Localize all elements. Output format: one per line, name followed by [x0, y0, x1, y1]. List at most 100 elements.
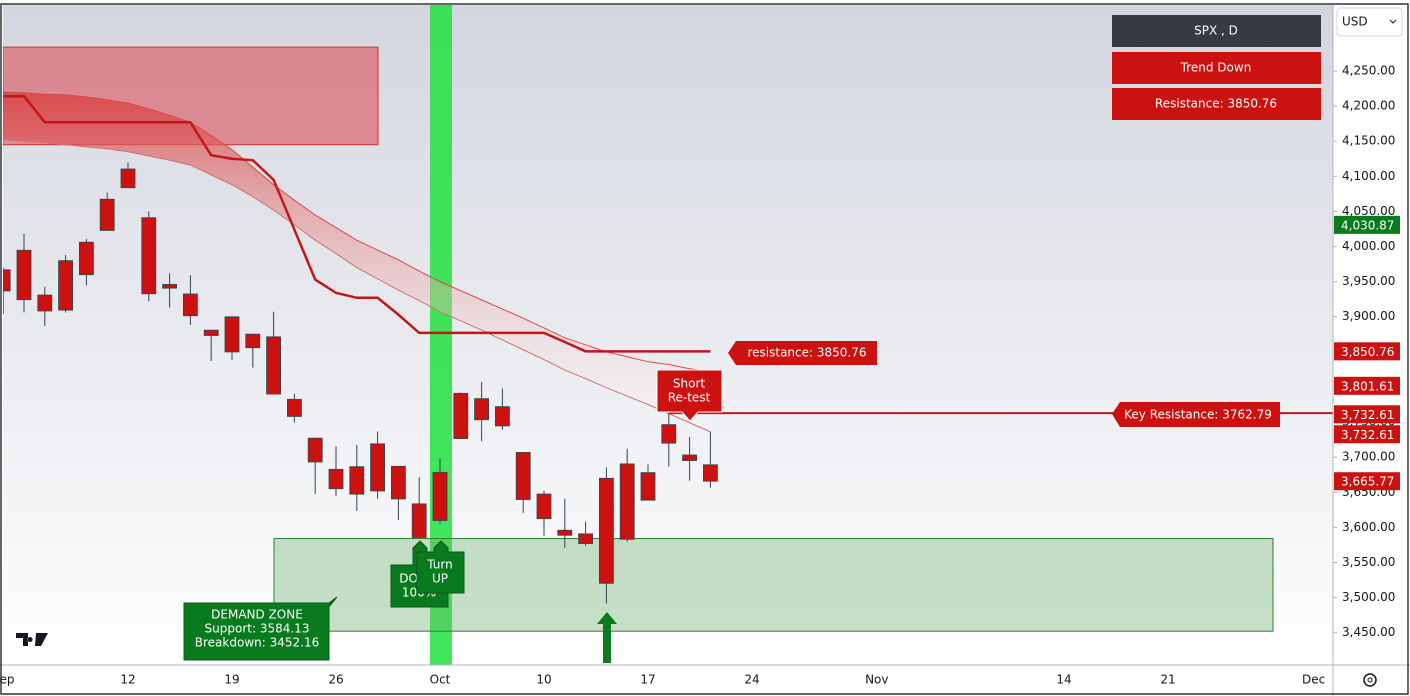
candle-body	[307, 437, 323, 463]
candle-body	[682, 454, 697, 461]
candle-body	[432, 471, 448, 521]
annotation-text: Turn	[426, 558, 452, 572]
price-tag-label: 3,732.61	[1341, 428, 1394, 442]
price-tag-label: 4,030.87	[1341, 218, 1394, 232]
x-tick-label: 24	[744, 673, 759, 687]
y-tick-label: 4,250.00	[1342, 64, 1395, 78]
currency: USD	[1342, 15, 1368, 29]
annotation-text: Breakdown: 3452.16	[195, 636, 319, 650]
candle-body	[619, 463, 635, 540]
candle-body	[141, 217, 157, 295]
candle-body	[266, 336, 282, 395]
y-tick-label: 4,200.00	[1342, 99, 1395, 113]
candle-body	[245, 333, 261, 349]
upper-band	[3, 91, 711, 373]
candle-body	[224, 316, 240, 353]
candle-body	[16, 249, 32, 301]
frame	[0, 3, 1409, 695]
candle-body	[494, 406, 510, 427]
annotation-text: DEMAND ZONE	[211, 608, 303, 622]
x-tick-label: 19	[224, 673, 239, 687]
candle-body	[453, 392, 469, 439]
tradingview-logo	[16, 633, 48, 646]
chevron	[1389, 19, 1397, 24]
candle-body	[474, 398, 490, 421]
candle-body	[182, 293, 198, 317]
candle-body	[328, 468, 344, 490]
key-resistance-box	[1112, 402, 1280, 427]
candle-body	[58, 260, 73, 311]
annotation-text: Support: 3584.13	[205, 622, 310, 636]
candle-body	[390, 465, 406, 500]
candle-body	[120, 168, 136, 189]
y-tick-label: 3,900.00	[1342, 309, 1395, 323]
label-box	[183, 596, 338, 661]
price-tag-label: 3,801.61	[1341, 379, 1394, 393]
x-tick-label: Dec	[1302, 673, 1325, 687]
gear-core	[1367, 677, 1373, 683]
annotation-text: UP	[432, 572, 448, 586]
x-tick-label: Nov	[865, 673, 888, 687]
y-tick-label: 3,700.00	[1342, 450, 1395, 464]
candle-body	[162, 284, 178, 289]
price-tag	[1334, 376, 1400, 395]
logo-shape	[16, 633, 48, 646]
candle-body	[599, 477, 614, 584]
price-tag-label: 3,665.77	[1341, 475, 1394, 489]
price-tag	[1334, 342, 1400, 361]
y-tick-label: 3,450.00	[1342, 625, 1395, 639]
resistance-text: Resistance: 3850.76	[1155, 97, 1277, 111]
annotation-text: Re-test	[668, 391, 711, 405]
candle-body	[557, 529, 573, 536]
y-tick-label: 3,600.00	[1342, 520, 1395, 534]
candle-body	[79, 241, 94, 276]
candle-body	[370, 443, 386, 492]
lower-band	[3, 139, 711, 433]
resistance-label-box	[728, 341, 877, 365]
candle-body	[349, 466, 365, 495]
y-tick-label: 4,100.00	[1342, 169, 1395, 183]
info-panel: SPX , D Trend Down Resistance: 3850.76	[1112, 15, 1321, 120]
candle-body	[411, 503, 427, 538]
x-tick-label: 10	[536, 673, 551, 687]
candle-body	[536, 493, 552, 520]
price-tag	[1334, 425, 1400, 444]
price-tag	[1334, 215, 1400, 234]
gear[interactable]	[1363, 673, 1377, 687]
price-tag-label: 3,850.76	[1341, 345, 1394, 359]
trend-box	[1112, 52, 1321, 84]
currency-box[interactable]	[1336, 7, 1403, 37]
x-tick-label: 14	[1056, 673, 1071, 687]
symbol: SPX , D	[1194, 24, 1238, 38]
x-tick-label: Sep	[0, 673, 15, 687]
y-tick-label: 3,950.00	[1342, 274, 1395, 288]
candle-body	[37, 294, 53, 312]
ribbon	[3, 92, 711, 432]
price-tag	[1334, 405, 1400, 424]
y-tick-label: 4,150.00	[1342, 134, 1395, 148]
y-tick-label: 3,500.00	[1342, 590, 1395, 604]
candle-body	[515, 452, 531, 500]
price-tag	[1334, 472, 1400, 491]
settings-icon[interactable]	[1363, 673, 1377, 687]
candle-body	[3, 269, 11, 292]
candle-body	[640, 472, 656, 501]
candle-body	[286, 398, 302, 417]
price-tag-label: 3,732.61	[1341, 408, 1394, 422]
x-tick-label: 21	[1160, 673, 1175, 687]
label-box	[416, 540, 465, 594]
x-tick-label: 17	[640, 673, 655, 687]
candle-body	[99, 198, 115, 231]
symbol-box	[1112, 15, 1321, 47]
currency-select[interactable]: USD	[1336, 7, 1403, 37]
trend-line	[3, 95, 711, 353]
resistance-box	[1112, 88, 1321, 120]
x-tick-label: 12	[120, 673, 135, 687]
candle-body	[703, 464, 718, 482]
key-resistance-label: Key Resistance: 3762.79	[1124, 408, 1272, 422]
resistance-label: resistance: 3850.76	[747, 346, 866, 360]
annotation-text: Short	[673, 377, 705, 391]
candle-body	[203, 329, 219, 336]
